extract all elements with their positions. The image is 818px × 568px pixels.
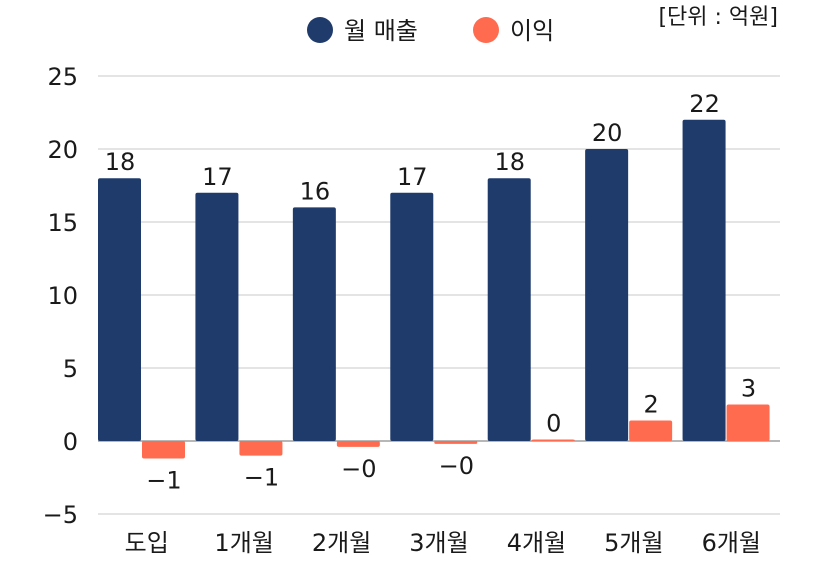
bar-profit [239, 441, 283, 456]
value-label-sales: 18 [494, 148, 525, 176]
x-category-label: 4개월 [507, 529, 566, 557]
value-label-sales: 17 [397, 163, 428, 191]
x-category-label: 3개월 [409, 529, 468, 557]
value-label-profit: −1 [244, 464, 279, 492]
x-category-label: 6개월 [702, 529, 761, 557]
legend: 월 매출 이익 [307, 17, 554, 45]
bars [98, 119, 770, 459]
value-label-profit: 0 [546, 410, 561, 438]
bar-profit [531, 439, 575, 442]
bar-sales [292, 207, 336, 441]
x-category-label: 2개월 [312, 529, 371, 557]
y-tick-label: 15 [47, 209, 78, 237]
value-label-sales: 22 [689, 90, 720, 118]
bar-profit [336, 441, 380, 447]
bar-profit [434, 441, 478, 444]
bar-profit [142, 441, 185, 459]
legend-marker-profit [473, 17, 499, 43]
legend-marker-sales [307, 17, 333, 43]
value-label-profit: 2 [644, 391, 659, 419]
bar-profit [726, 404, 770, 441]
value-label-profit: −0 [341, 455, 376, 483]
bar-sales [98, 178, 141, 441]
y-tick-label: 25 [47, 63, 78, 91]
y-tick-label: 5 [63, 355, 78, 383]
y-tick-label: 0 [63, 428, 78, 456]
value-label-sales: 20 [592, 119, 623, 147]
bar-sales [585, 149, 629, 441]
x-axis-categories: 도입 1개월 2개월 3개월 4개월 5개월 6개월 [125, 529, 761, 557]
unit-note: [단위 : 억원] [658, 5, 778, 30]
legend-label-sales: 월 매출 [344, 17, 418, 45]
legend-label-profit: 이익 [510, 17, 554, 45]
bar-sales [682, 119, 726, 442]
value-label-profit: 3 [741, 375, 756, 403]
value-label-sales: 18 [105, 148, 136, 176]
y-axis-ticks: 25 20 15 10 5 0 −5 [43, 63, 78, 529]
x-category-label: 5개월 [604, 529, 663, 557]
value-label-sales: 16 [300, 177, 331, 205]
bar-sales [390, 192, 434, 441]
value-label-profit: −1 [146, 467, 181, 495]
y-tick-label: 10 [47, 282, 78, 310]
x-category-label: 1개월 [214, 529, 273, 557]
bar-profit [629, 420, 673, 441]
x-category-label: 도입 [125, 529, 169, 557]
value-label-sales: 17 [202, 163, 233, 191]
y-tick-label: 20 [47, 136, 78, 164]
value-label-profit: −0 [439, 452, 474, 480]
bar-sales [195, 192, 239, 441]
y-tick-label: −5 [43, 501, 78, 529]
bar-sales [487, 178, 531, 441]
